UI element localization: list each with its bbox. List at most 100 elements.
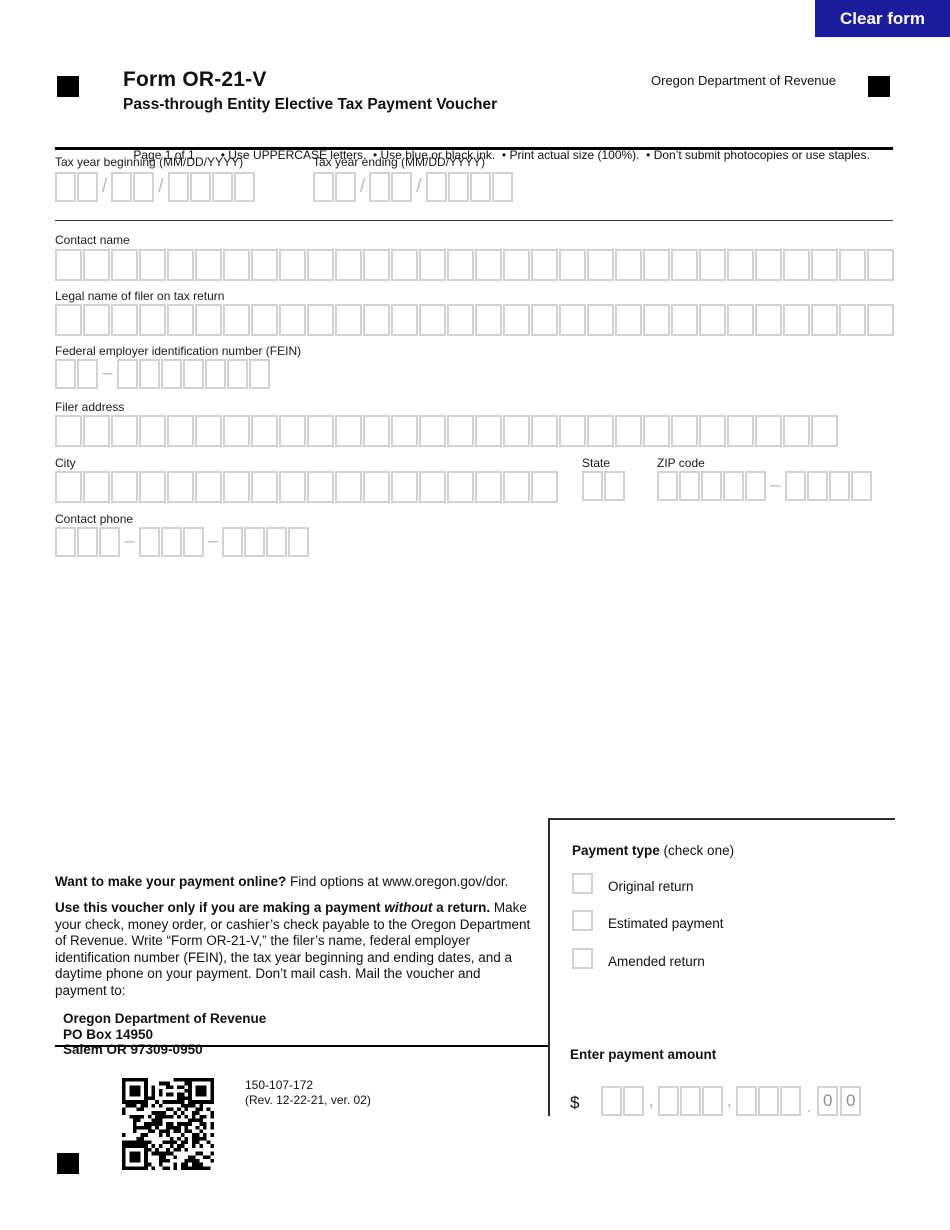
char-box[interactable] [204,359,226,389]
char-box[interactable] [223,471,250,503]
contact-name-input[interactable] [55,249,894,281]
char-box[interactable] [335,471,362,503]
char-box[interactable] [604,471,625,501]
char-box[interactable] [226,359,248,389]
state-input[interactable] [582,471,625,501]
char-box[interactable] [657,1086,679,1116]
char-box[interactable] [391,304,418,336]
char-box[interactable] [307,471,334,503]
char-box[interactable] [503,471,530,503]
char-box[interactable] [244,527,266,557]
char-box[interactable] [699,249,726,281]
char-box[interactable] [138,359,160,389]
char-box[interactable] [55,471,82,503]
char-box[interactable] [195,471,222,503]
char-box[interactable] [727,249,754,281]
char-box[interactable] [587,304,614,336]
char-box[interactable] [727,415,754,447]
char-box[interactable] [850,471,872,501]
char-box[interactable] [111,471,138,503]
char-box[interactable] [307,415,334,447]
char-box[interactable] [758,1086,780,1116]
char-box[interactable] [531,415,558,447]
payment-option-estimated-payment[interactable]: Estimated payment [572,910,724,931]
char-box[interactable] [363,471,390,503]
char-box[interactable] [83,249,110,281]
char-box[interactable] [587,415,614,447]
cents-box[interactable]: 0 [817,1086,839,1116]
char-box[interactable] [77,359,98,389]
city-input[interactable] [55,471,558,503]
amended-return-checkbox[interactable] [572,948,593,969]
char-box[interactable] [671,415,698,447]
char-box[interactable] [251,415,278,447]
char-box[interactable] [867,249,894,281]
char-box[interactable] [736,1086,758,1116]
char-box[interactable] [307,304,334,336]
char-box[interactable] [755,249,782,281]
tax-year-ending-input[interactable]: / / [313,172,513,202]
char-box[interactable] [139,471,166,503]
char-box[interactable] [780,1086,802,1116]
char-box[interactable] [828,471,850,501]
char-box[interactable] [643,415,670,447]
char-box[interactable] [223,249,250,281]
char-box[interactable] [783,415,810,447]
char-box[interactable] [559,415,586,447]
char-box[interactable] [475,249,502,281]
char-box[interactable] [116,359,138,389]
char-box[interactable] [251,249,278,281]
legal-name-input[interactable] [55,304,894,336]
char-box[interactable] [391,249,418,281]
char-box[interactable] [55,359,76,389]
char-box[interactable] [55,304,82,336]
char-box[interactable] [111,304,138,336]
char-box[interactable] [671,249,698,281]
char-box[interactable] [83,304,110,336]
char-box[interactable] [671,304,698,336]
payment-option-original-return[interactable]: Original return [572,873,694,894]
char-box[interactable] [783,304,810,336]
char-box[interactable] [559,304,586,336]
char-box[interactable] [211,172,233,202]
char-box[interactable] [503,304,530,336]
char-box[interactable] [77,172,98,202]
char-box[interactable] [279,415,306,447]
filer-address-input[interactable] [55,415,838,447]
char-box[interactable] [313,172,334,202]
char-box[interactable] [601,1086,623,1116]
char-box[interactable] [223,415,250,447]
char-box[interactable] [679,1086,701,1116]
char-box[interactable] [615,249,642,281]
char-box[interactable] [111,172,133,202]
char-box[interactable] [419,415,446,447]
char-box[interactable] [755,415,782,447]
char-box[interactable] [723,471,744,501]
cents-box[interactable]: 0 [840,1086,862,1116]
char-box[interactable] [99,527,120,557]
char-box[interactable] [811,304,838,336]
contact-phone-input[interactable]: – – [55,527,310,557]
char-box[interactable] [531,471,558,503]
char-box[interactable] [335,172,356,202]
char-box[interactable] [469,172,491,202]
char-box[interactable] [839,249,866,281]
payment-option-amended-return[interactable]: Amended return [572,948,705,969]
char-box[interactable] [643,304,670,336]
char-box[interactable] [623,1086,645,1116]
char-box[interactable] [491,172,513,202]
char-box[interactable] [248,359,270,389]
char-box[interactable] [391,172,413,202]
char-box[interactable] [391,415,418,447]
char-box[interactable] [447,471,474,503]
char-box[interactable] [195,415,222,447]
char-box[interactable] [475,471,502,503]
char-box[interactable] [279,471,306,503]
char-box[interactable] [811,249,838,281]
char-box[interactable] [222,527,244,557]
char-box[interactable] [139,249,166,281]
char-box[interactable] [77,527,98,557]
char-box[interactable] [133,172,155,202]
char-box[interactable] [139,415,166,447]
char-box[interactable] [233,172,255,202]
